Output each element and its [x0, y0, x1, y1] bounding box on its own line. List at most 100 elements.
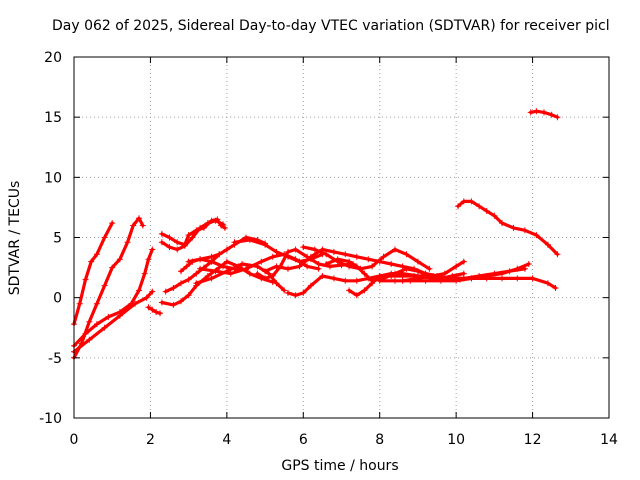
- y-tick-label: 10: [44, 170, 62, 186]
- data-point: [300, 289, 307, 296]
- data-point: [281, 287, 288, 294]
- data-point: [453, 263, 460, 270]
- data-point: [323, 261, 330, 267]
- data-point: [388, 270, 395, 277]
- data-point: [455, 203, 462, 210]
- data-point: [157, 310, 163, 317]
- data-point: [292, 292, 299, 299]
- data-point: [392, 277, 398, 284]
- data-point: [76, 300, 83, 307]
- data-point: [93, 251, 100, 258]
- data-point: [548, 111, 555, 118]
- data-point: [529, 275, 536, 282]
- data-point: [380, 253, 387, 260]
- data-point: [376, 277, 383, 284]
- data-point: [197, 265, 204, 272]
- data-point: [223, 246, 230, 253]
- series-sat-a: [71, 220, 116, 328]
- series-line: [194, 262, 286, 292]
- data-point: [204, 220, 211, 227]
- data-point: [181, 242, 188, 249]
- data-point: [170, 285, 177, 291]
- data-point: [109, 264, 116, 271]
- data-point: [273, 263, 280, 270]
- data-point: [93, 300, 100, 307]
- data-point: [82, 276, 89, 283]
- series-line: [72, 290, 154, 354]
- data-point: [307, 253, 314, 260]
- data-point: [145, 304, 152, 311]
- data-point: [178, 298, 184, 305]
- data-point: [116, 312, 123, 319]
- data-point: [296, 263, 303, 270]
- data-point: [491, 212, 498, 219]
- data-point: [166, 234, 173, 241]
- y-axis-label: SDTVAR / TECUs: [7, 181, 23, 296]
- data-point: [483, 273, 490, 279]
- data-point: [158, 230, 165, 237]
- series-sat-g: [158, 217, 226, 253]
- y-tick-label: 5: [53, 231, 62, 247]
- data-point: [399, 277, 406, 284]
- data-point: [392, 246, 398, 253]
- data-point: [82, 330, 89, 337]
- data-point: [365, 256, 372, 263]
- data-point: [101, 324, 108, 331]
- data-point: [521, 227, 528, 234]
- series-sat-k: [185, 234, 269, 265]
- data-point: [212, 217, 219, 224]
- data-point: [346, 287, 353, 294]
- data-point: [361, 270, 368, 277]
- data-point: [468, 275, 475, 282]
- data-point: [342, 251, 349, 258]
- data-point: [403, 251, 410, 258]
- data-point: [315, 261, 322, 267]
- data-point: [304, 263, 311, 270]
- data-point: [369, 263, 376, 270]
- data-point: [273, 248, 280, 255]
- x-tick-label: 0: [70, 432, 79, 448]
- series-sat-d: [71, 288, 156, 355]
- data-point: [170, 301, 177, 308]
- data-point: [499, 270, 505, 277]
- x-tick-label: 4: [222, 432, 231, 448]
- data-point: [399, 263, 406, 270]
- data-point: [243, 265, 249, 272]
- data-point: [149, 306, 156, 313]
- data-point: [437, 277, 444, 284]
- axis-ticks: 0 2 4 6 8 10 12 14 -10 -5 0 5 10 15 20: [39, 50, 618, 448]
- data-point: [399, 270, 406, 277]
- data-point: [554, 251, 561, 258]
- data-point: [223, 258, 230, 265]
- data-point: [139, 222, 146, 229]
- data-point: [178, 280, 184, 287]
- data-point: [231, 239, 238, 246]
- data-point: [246, 236, 253, 243]
- data-point: [136, 287, 142, 294]
- data-point: [212, 268, 219, 275]
- x-tick-label: 14: [600, 432, 618, 448]
- data-point: [514, 265, 521, 272]
- data-point: [552, 285, 559, 291]
- series-line: [301, 245, 431, 271]
- x-tick-label: 8: [375, 432, 384, 448]
- y-tick-label: -10: [39, 411, 62, 427]
- data-point: [185, 276, 192, 283]
- data-point: [342, 277, 349, 284]
- data-point: [319, 273, 326, 279]
- data-point: [510, 224, 517, 231]
- data-point: [285, 289, 291, 296]
- data-point: [414, 275, 421, 282]
- y-tick-label: 15: [44, 110, 62, 126]
- data-point: [185, 292, 192, 299]
- data-point: [185, 258, 192, 265]
- data-point: [86, 318, 93, 325]
- data-point: [353, 263, 360, 270]
- data-point: [330, 275, 337, 282]
- data-point: [149, 288, 156, 295]
- data-point: [220, 263, 226, 270]
- data-point: [262, 275, 269, 282]
- data-point: [525, 261, 532, 267]
- y-tick-label: 0: [53, 291, 62, 307]
- data-point: [468, 198, 475, 205]
